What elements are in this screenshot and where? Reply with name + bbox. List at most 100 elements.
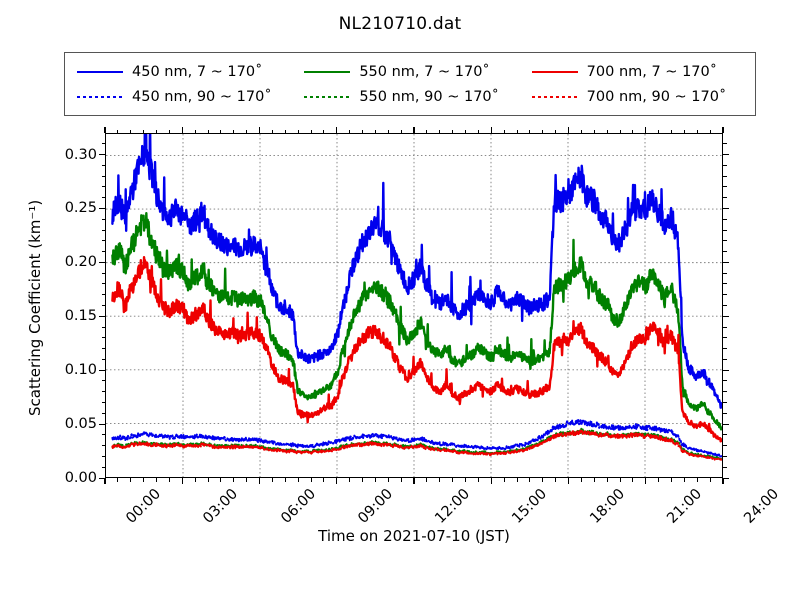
tick-mark [723,294,727,296]
tick-mark [671,129,672,133]
x-tick-label: 03:00 [200,486,242,527]
tick-mark [104,478,106,484]
legend-row-dotted: 450 nm, 90 ~ 170˚ 550 nm, 90 ~ 170˚ 700 … [69,84,751,109]
tick-mark [101,445,105,447]
tick-mark [258,127,261,133]
tick-mark [323,478,325,482]
tick-mark [101,348,105,350]
tick-mark [168,478,170,482]
tick-mark [310,478,312,482]
tick-mark [723,412,727,414]
tick-mark [246,129,248,133]
tick-mark [284,478,286,482]
series-2 [111,212,722,431]
tick-mark [101,466,105,468]
tick-mark [336,127,338,133]
y-tick-label: 0.10 [64,362,97,379]
tick-mark [580,129,582,133]
tick-mark [723,326,727,328]
tick-mark [723,261,729,264]
tick-mark [709,129,711,133]
tick-mark [101,337,105,339]
tick-mark [580,478,582,482]
y-tick-label: 0.00 [64,470,97,486]
tick-mark [426,129,428,133]
tick-mark [723,477,729,479]
tick-mark [567,478,570,484]
tick-mark [709,478,711,482]
tick-mark [723,380,727,382]
tick-mark [723,455,727,457]
tick-mark [130,129,132,133]
tick-mark [101,218,105,220]
tick-mark [723,402,727,404]
tick-mark [723,272,727,274]
tick-mark [101,380,105,382]
tick-mark [683,129,685,133]
legend-entry-700-7-170[interactable]: 700 nm, 7 ~ 170˚ [524,64,751,80]
tick-mark [349,478,351,482]
tick-mark [593,478,595,482]
y-tick-label: 0.05 [64,416,97,433]
tick-mark [101,391,105,393]
tick-mark [117,129,119,133]
tick-mark [387,129,389,133]
tick-mark [723,283,727,285]
tick-mark [349,129,351,133]
legend-entry-450-90-170[interactable]: 450 nm, 90 ~ 170˚ [69,89,296,105]
tick-mark [683,478,685,482]
tick-mark [723,315,729,318]
tick-mark [671,478,672,482]
tick-mark [542,478,544,482]
tick-mark [723,154,729,156]
tick-mark [271,129,273,133]
legend-entry-550-7-170[interactable]: 550 nm, 7 ~ 170˚ [296,64,523,80]
tick-mark [99,207,105,210]
tick-mark [101,143,105,145]
x-tick-label: 09:00 [354,486,396,527]
legend-label: 700 nm, 90 ~ 170˚ [586,88,727,105]
legend-entry-450-7-170[interactable]: 450 nm, 7 ~ 170˚ [69,64,296,80]
tick-mark [101,240,105,242]
tick-mark [619,129,621,133]
tick-mark [101,402,105,404]
tick-mark [477,478,479,482]
tick-mark [156,478,157,482]
tick-mark [439,129,441,133]
tick-mark [503,478,505,482]
legend-dotted-sample-icon [304,91,351,103]
tick-mark [101,358,105,360]
tick-mark [297,478,299,482]
tick-mark [101,175,105,177]
x-tick-label: 12:00 [432,486,474,527]
series-4 [111,418,722,458]
tick-mark [723,207,729,210]
tick-mark [181,478,183,484]
legend-entry-550-90-170[interactable]: 550 nm, 90 ~ 170˚ [296,89,523,105]
x-axis-label: Time on 2021-07-10 (JST) [318,527,510,545]
tick-mark [723,466,727,468]
y-tick-label: 0.30 [64,146,97,163]
legend-line-sample-icon [531,66,578,78]
series-6 [111,428,722,462]
tick-mark [723,186,727,188]
tick-mark [233,129,235,133]
tick-mark [606,129,608,133]
legend-row-solid: 450 nm, 7 ~ 170˚ 550 nm, 7 ~ 170˚ 700 nm… [69,59,751,84]
tick-mark [156,129,157,133]
tick-mark [99,477,105,479]
legend-label: 450 nm, 90 ~ 170˚ [132,88,272,105]
tick-mark [181,127,183,133]
y-axis-label-text: Scattering Coefficient (km⁻¹) [26,199,44,416]
tick-mark [645,127,647,133]
tick-mark [413,478,415,484]
legend-entry-700-90-170[interactable]: 700 nm, 90 ~ 170˚ [524,89,751,105]
tick-mark [477,129,479,133]
y-tick-label: 0.20 [64,254,97,271]
tick-mark [246,478,248,482]
tick-mark [723,143,727,145]
tick-mark [143,478,145,482]
tick-mark [567,127,570,133]
tick-mark [658,478,660,482]
tick-mark [465,129,466,133]
